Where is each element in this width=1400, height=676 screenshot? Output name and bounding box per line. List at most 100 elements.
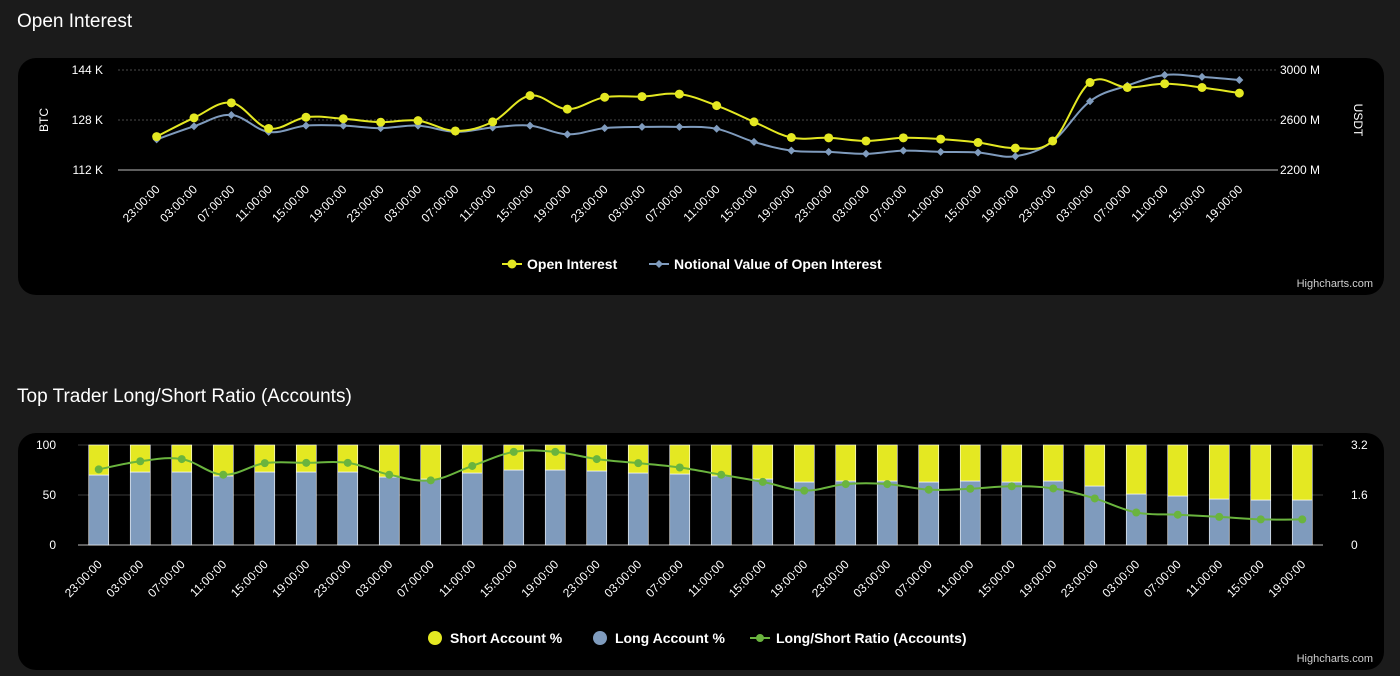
long-short-ratio-point[interactable]: [634, 459, 643, 468]
long-account-bar[interactable]: [586, 470, 608, 546]
notional-value-point[interactable]: [899, 146, 908, 155]
long-short-ratio-point[interactable]: [592, 455, 601, 464]
short-account-bar[interactable]: [461, 444, 483, 474]
legend-open-interest-label[interactable]: Open Interest: [527, 256, 618, 272]
long-account-bar[interactable]: [1125, 493, 1147, 546]
long-account-bar[interactable]: [129, 471, 151, 546]
open-interest-point[interactable]: [898, 133, 908, 143]
open-interest-point[interactable]: [1122, 83, 1132, 92]
long-short-ratio-point[interactable]: [1298, 515, 1307, 524]
long-short-ratio-point[interactable]: [924, 485, 933, 494]
long-short-ratio-point[interactable]: [675, 463, 684, 472]
open-interest-point[interactable]: [973, 138, 983, 147]
notional-value-point[interactable]: [675, 122, 684, 131]
short-account-bar[interactable]: [1001, 444, 1023, 483]
open-interest-point[interactable]: [786, 133, 796, 142]
legend-short-label[interactable]: Short Account %: [450, 630, 563, 646]
notional-value-point[interactable]: [862, 149, 870, 158]
open-interest-point[interactable]: [338, 114, 348, 124]
long-account-bar[interactable]: [461, 472, 483, 546]
long-account-bar[interactable]: [752, 478, 774, 546]
notional-value-point[interactable]: [974, 148, 982, 157]
long-account-bar[interactable]: [835, 480, 857, 546]
open-interest-point[interactable]: [525, 91, 535, 101]
short-account-bar[interactable]: [1208, 444, 1230, 500]
long-short-ratio-point[interactable]: [177, 455, 186, 464]
short-account-bar[interactable]: [959, 444, 981, 482]
long-short-ratio-point[interactable]: [758, 477, 767, 486]
open-interest-point[interactable]: [226, 98, 236, 108]
long-short-ratio-point[interactable]: [94, 465, 103, 474]
short-account-bar[interactable]: [295, 444, 317, 473]
legend-long-label[interactable]: Long Account %: [615, 630, 725, 646]
legend-long-marker[interactable]: [593, 631, 607, 645]
long-account-bar[interactable]: [503, 469, 525, 546]
short-account-bar[interactable]: [918, 444, 940, 483]
legend-ratio-marker[interactable]: [756, 634, 764, 642]
long-account-bar[interactable]: [378, 476, 400, 546]
legend-short-marker[interactable]: [428, 631, 442, 645]
long-short-ratio-point[interactable]: [343, 458, 352, 467]
open-interest-point[interactable]: [1085, 78, 1095, 87]
short-account-bar[interactable]: [337, 444, 359, 473]
open-interest-point[interactable]: [413, 116, 423, 126]
notional-value-point[interactable]: [1086, 97, 1094, 106]
legend-ratio-label[interactable]: Long/Short Ratio (Accounts): [776, 630, 967, 646]
open-interest-point[interactable]: [674, 89, 684, 99]
long-short-ratio-point[interactable]: [1256, 515, 1265, 524]
long-account-bar[interactable]: [420, 478, 442, 546]
long-short-ratio-point[interactable]: [1090, 494, 1099, 503]
open-interest-point[interactable]: [264, 123, 274, 133]
open-interest-point[interactable]: [824, 133, 834, 143]
long-short-ratio-point[interactable]: [966, 484, 975, 493]
open-interest-point[interactable]: [376, 117, 386, 127]
long-account-bar[interactable]: [710, 475, 732, 546]
notional-value-point[interactable]: [824, 147, 833, 156]
notional-value-point[interactable]: [563, 130, 572, 139]
short-account-bar[interactable]: [254, 444, 276, 473]
open-interest-point[interactable]: [1160, 79, 1170, 89]
long-account-bar[interactable]: [544, 469, 566, 546]
open-interest-point[interactable]: [562, 104, 572, 114]
long-account-bar[interactable]: [337, 471, 359, 546]
notional-value-point[interactable]: [936, 147, 945, 156]
long-short-ratio-point[interactable]: [385, 470, 394, 479]
short-account-bar[interactable]: [752, 444, 774, 480]
open-interest-point[interactable]: [637, 92, 647, 102]
long-account-bar[interactable]: [88, 474, 110, 546]
long-account-bar[interactable]: [627, 472, 649, 546]
long-account-bar[interactable]: [1167, 495, 1189, 546]
long-short-ratio-point[interactable]: [800, 486, 809, 495]
long-short-ratio-point[interactable]: [841, 480, 850, 489]
short-account-bar[interactable]: [1291, 444, 1313, 501]
open-interest-point[interactable]: [152, 132, 162, 142]
long-account-bar[interactable]: [295, 471, 317, 546]
legend-notional-marker[interactable]: [655, 260, 663, 268]
long-account-bar[interactable]: [669, 473, 691, 546]
credits-link[interactable]: Highcharts.com: [1296, 653, 1373, 665]
short-account-bar[interactable]: [1042, 444, 1064, 482]
short-account-bar[interactable]: [1125, 444, 1147, 495]
open-interest-point[interactable]: [1197, 83, 1207, 92]
open-interest-point[interactable]: [1234, 88, 1244, 98]
notional-value-point[interactable]: [1160, 71, 1169, 79]
short-account-bar[interactable]: [420, 444, 442, 480]
open-interest-point[interactable]: [712, 101, 722, 111]
long-short-ratio-point[interactable]: [1173, 510, 1182, 519]
long-short-ratio-point[interactable]: [260, 459, 269, 468]
long-short-ratio-point[interactable]: [717, 470, 726, 479]
notional-value-point[interactable]: [600, 124, 609, 133]
open-interest-point[interactable]: [861, 136, 871, 146]
notional-value-point[interactable]: [1235, 76, 1244, 84]
long-short-ratio-point[interactable]: [551, 447, 560, 456]
notional-value-point[interactable]: [190, 122, 198, 131]
long-account-bar[interactable]: [1001, 481, 1023, 546]
notional-value-point[interactable]: [787, 146, 796, 155]
notional-value-point[interactable]: [712, 124, 721, 133]
open-interest-point[interactable]: [488, 117, 498, 127]
notional-value-point[interactable]: [227, 111, 236, 119]
notional-value-point[interactable]: [1011, 152, 1020, 161]
legend-open-interest-marker[interactable]: [507, 259, 517, 269]
long-short-ratio-point[interactable]: [1049, 484, 1058, 493]
open-interest-point[interactable]: [600, 92, 610, 102]
